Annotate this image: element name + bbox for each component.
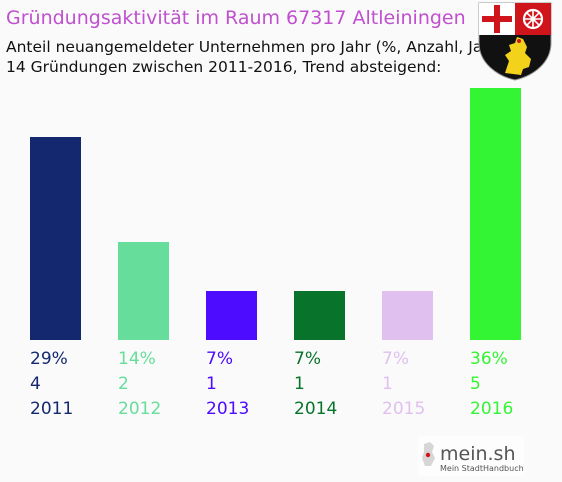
year-label-2013: 2013: [206, 399, 249, 419]
count-label-2014: 1: [294, 374, 305, 394]
chart-subtitle-line2: 14 Gründungen zwischen 2011-2016, Trend …: [6, 58, 441, 76]
bar-2012: [118, 242, 169, 340]
year-label-2016: 2016: [470, 399, 513, 419]
bar-labels: 29% 4 2011 14% 2 2012 7% 1 2013 7% 1 2014 7% 1 2015 36%…: [30, 349, 513, 419]
bar-2013: [206, 291, 257, 340]
brand-logo: mein.sh Mein StadtHandbuch: [418, 436, 524, 476]
chart-subtitle-line1: Anteil neuangemeldeter Unternehmen pro J…: [6, 38, 505, 56]
percent-label-2015: 7%: [382, 349, 409, 369]
year-label-2015: 2015: [382, 399, 425, 419]
count-label-2012: 2: [118, 374, 129, 394]
brand-name: mein.sh: [440, 443, 516, 465]
brand-tagline: Mein StadtHandbuch: [440, 464, 524, 473]
germany-map-icon: [422, 442, 435, 466]
percent-label-2014: 7%: [294, 349, 321, 369]
chart-title: Gründungsaktivität im Raum 67317 Altlein…: [6, 7, 466, 29]
bar-2014: [294, 291, 345, 340]
bar-2016: [470, 88, 521, 340]
bar-2015: [382, 291, 433, 340]
count-label-2013: 1: [206, 374, 217, 394]
count-label-2016: 5: [470, 374, 481, 394]
bar-group: [30, 88, 521, 340]
percent-label-2013: 7%: [206, 349, 233, 369]
percent-label-2011: 29%: [30, 349, 68, 369]
count-label-2011: 4: [30, 374, 41, 394]
bar-2011: [30, 137, 81, 340]
rhineland-palatinate-coat-of-arms-icon: [478, 2, 552, 81]
percent-label-2016: 36%: [470, 349, 508, 369]
count-label-2015: 1: [382, 374, 393, 394]
year-label-2011: 2011: [30, 399, 73, 419]
year-label-2014: 2014: [294, 399, 337, 419]
percent-label-2012: 14%: [118, 349, 156, 369]
year-label-2012: 2012: [118, 399, 161, 419]
